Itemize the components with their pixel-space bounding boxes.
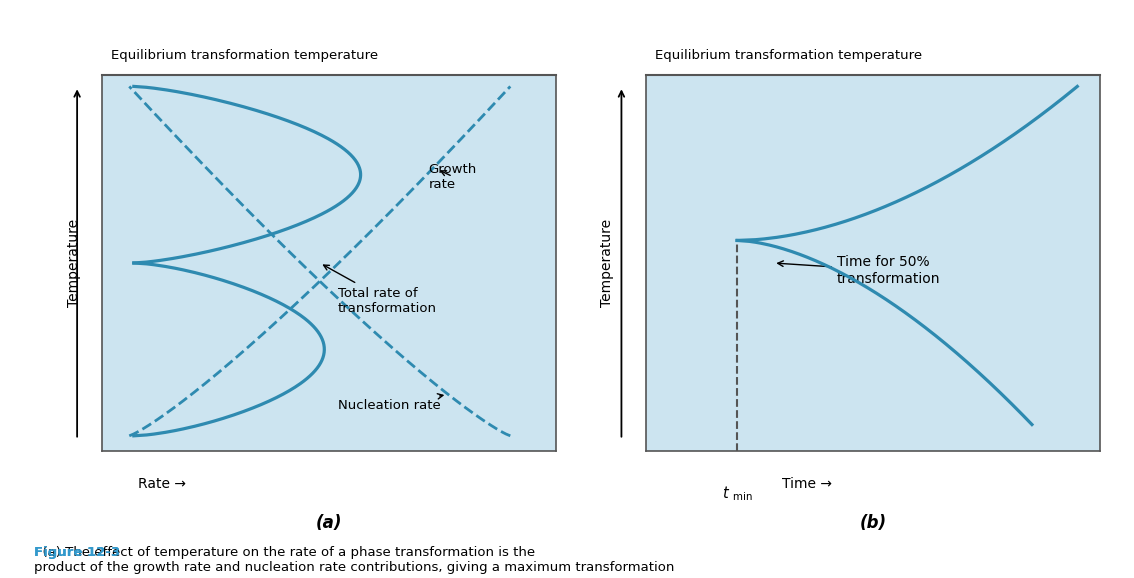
- Text: (b): (b): [860, 514, 887, 532]
- Text: Nucleation rate: Nucleation rate: [338, 394, 443, 412]
- Text: Time for 50%
transformation: Time for 50% transformation: [778, 255, 940, 286]
- Text: Rate →: Rate →: [138, 477, 186, 491]
- Text: Time →: Time →: [782, 477, 832, 491]
- Text: Growth
rate: Growth rate: [429, 162, 477, 191]
- Text: (a) The effect of temperature on the rate of a phase transformation is the
produ: (a) The effect of temperature on the rat…: [34, 546, 675, 578]
- Text: $t\ _{\rm min}$: $t\ _{\rm min}$: [721, 484, 753, 503]
- Text: Temperature: Temperature: [67, 219, 81, 307]
- Text: Equilibrium transformation temperature: Equilibrium transformation temperature: [111, 49, 379, 62]
- Text: Total rate of
transformation: Total rate of transformation: [323, 265, 437, 314]
- Text: Temperature: Temperature: [600, 219, 613, 307]
- Text: Equilibrium transformation temperature: Equilibrium transformation temperature: [655, 49, 923, 62]
- Text: (a): (a): [315, 514, 342, 532]
- Text: Figure 12-3: Figure 12-3: [34, 546, 120, 559]
- Text: Figure 12-3: Figure 12-3: [34, 546, 120, 559]
